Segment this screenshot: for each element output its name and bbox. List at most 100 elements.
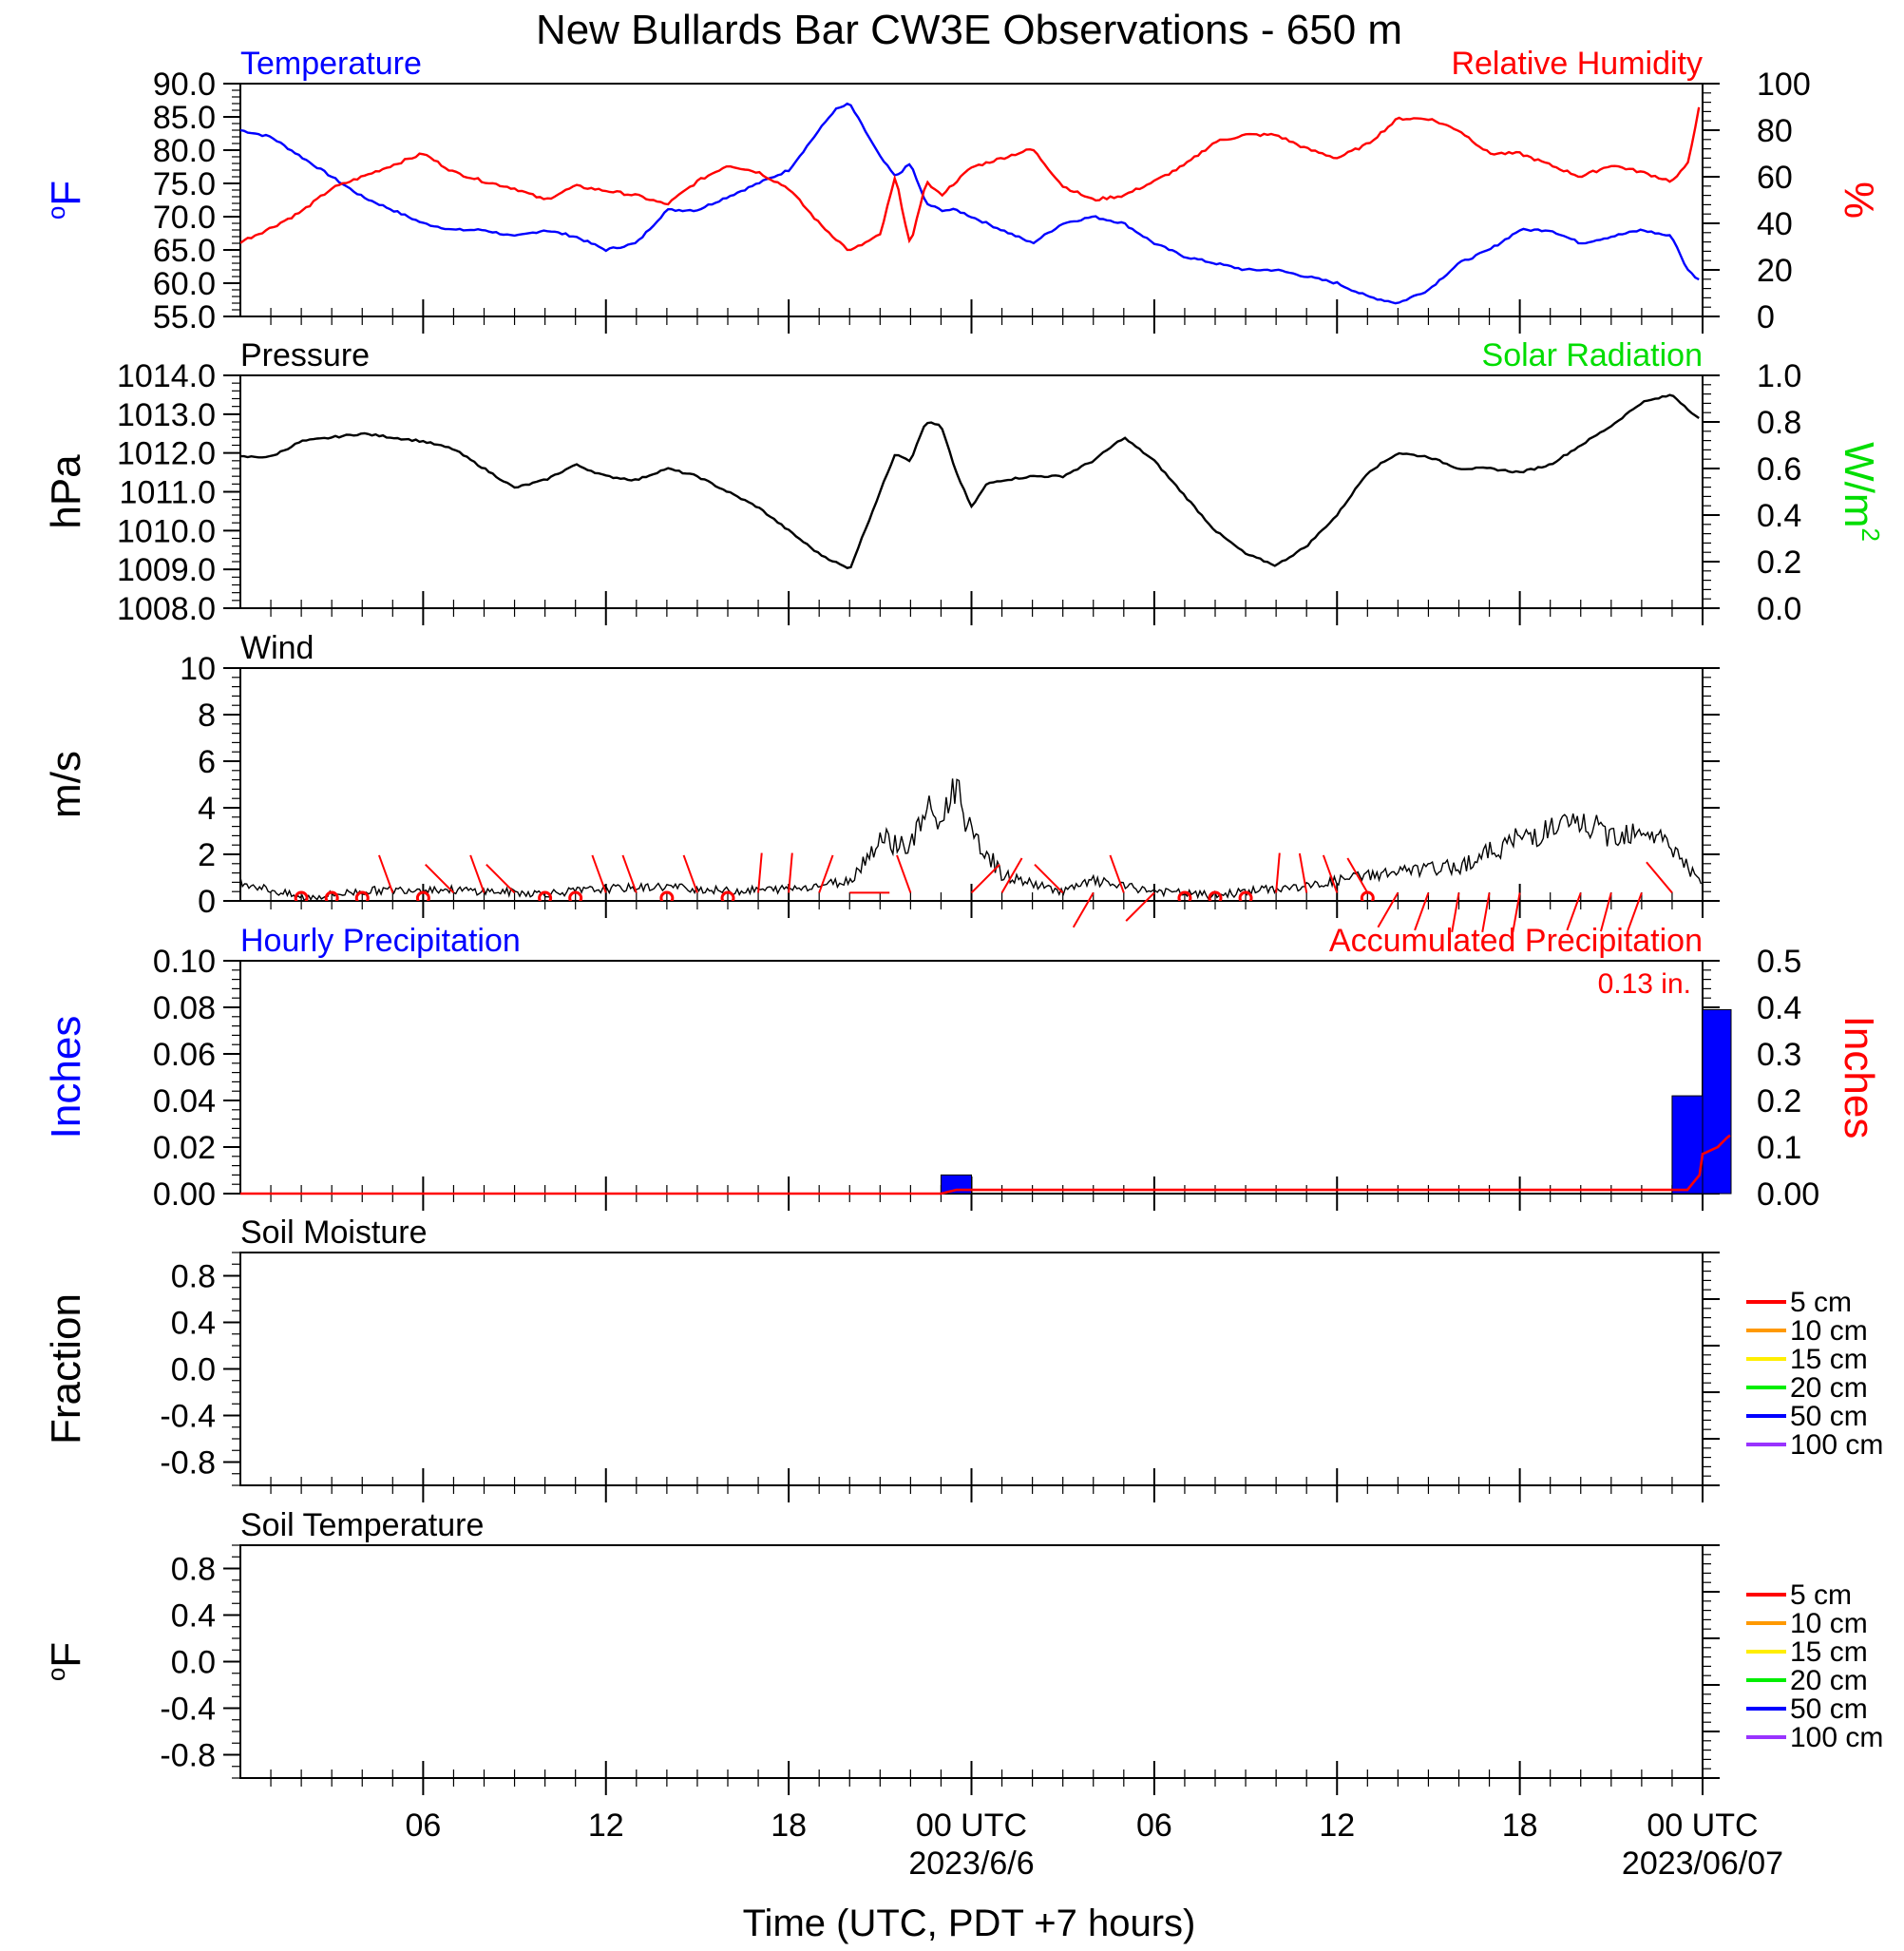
y-tick-label: 2: [198, 837, 216, 873]
panel-title-right: Relative Humidity: [1451, 46, 1703, 82]
legend-label: 10 cm: [1790, 1315, 1868, 1347]
panel-frame: [239, 1544, 1704, 1779]
y-tick-label: 70.0: [153, 200, 216, 236]
wind-barb: [818, 854, 834, 893]
x-tick-label: 00 UTC: [1647, 1808, 1758, 1844]
y2-tick-label: 20: [1757, 253, 1793, 289]
y2-tick-label: 80: [1757, 113, 1793, 149]
y2-tick-label: 0.6: [1757, 451, 1801, 488]
calm-wind-marker: [1238, 890, 1253, 901]
x-date-label: 2023/6/6: [908, 1846, 1034, 1882]
wind-barb: [621, 854, 638, 893]
y-tick-label: 1013.0: [117, 397, 216, 433]
series-line-relative-humidity: [240, 106, 1701, 252]
x-date-label: 2023/06/07: [1622, 1846, 1783, 1882]
x-axis-title: Time (UTC, PDT +7 hours): [743, 1903, 1196, 1944]
panel-title-left: Hourly Precipitation: [240, 923, 521, 959]
y-tick-label: 0.0: [171, 1645, 216, 1681]
y2-tick-label: 1.0: [1757, 358, 1801, 394]
legend-label: 50 cm: [1790, 1693, 1868, 1725]
y2-tick-label: 0.1: [1757, 1130, 1801, 1166]
x-tick-label: 12: [1319, 1808, 1355, 1844]
series-line-wind: [240, 778, 1703, 901]
panel-soil_moisture: 0.8 0.4 0.0 -0.4 -0.8 Soil Moisture Fraction 5 …: [43, 1215, 1883, 1502]
y-tick-label: -0.4: [160, 1692, 216, 1728]
y2-tick-label: 0.2: [1757, 545, 1801, 581]
y2-tick-label: 0.4: [1757, 498, 1801, 534]
y-axis-label: oF: [42, 181, 89, 220]
panel-title-left: Pressure: [240, 337, 370, 373]
x-tick-label: 18: [1502, 1808, 1538, 1844]
y-tick-label: 0.4: [171, 1306, 216, 1342]
calm-wind-marker: [294, 890, 309, 901]
wind-barb: [1566, 892, 1582, 931]
legend-label: 50 cm: [1790, 1401, 1868, 1432]
wind-barb: [425, 864, 455, 894]
panels: 90.085.080.075.070.065.060.055.010080604…: [42, 46, 1885, 1795]
y2-tick-label: 0.8: [1757, 405, 1801, 441]
y2-tick-label: 100: [1757, 67, 1811, 103]
y-tick-label: 1010.0: [117, 513, 216, 549]
y2-tick-label: 40: [1757, 206, 1793, 242]
wind-barb: [1125, 891, 1155, 922]
plot-area: [240, 102, 1701, 305]
legend-label: 10 cm: [1790, 1608, 1868, 1639]
wind-barb: [1481, 892, 1491, 932]
wind-barb: [1298, 852, 1308, 893]
panel-precipitation: 0.10 0.08 0.06 0.04 0.02 0.00 0.5 0.4 0.3 0.2 0.1 0…: [43, 923, 1882, 1213]
y-axis-label: hPa: [43, 454, 89, 529]
total-precip-label: 0.13 in.: [1598, 968, 1691, 1000]
panel-frame: [239, 374, 1704, 609]
legend-label: 5 cm: [1790, 1579, 1852, 1611]
calm-wind-marker: [659, 890, 675, 901]
wind-barb: [1034, 864, 1064, 894]
calm-wind-marker: [415, 890, 430, 901]
y2-tick-label: 0: [1757, 299, 1775, 335]
panel-wind: 10 8 6 4 2 0 Wind m/s: [43, 630, 1720, 932]
y2-tick-label: 0.00: [1757, 1176, 1819, 1213]
y-axis-label: m/s: [43, 751, 89, 818]
legend-label: 100 cm: [1790, 1429, 1883, 1461]
precip-bar: [1671, 1095, 1704, 1195]
y-tick-label: 0.02: [153, 1130, 216, 1166]
wind-barb: [1275, 852, 1281, 893]
y-tick-label: 55.0: [153, 299, 216, 335]
y-tick-label: 10: [180, 651, 216, 687]
panel-title-right: Solar Radiation: [1482, 337, 1703, 373]
panel-frame: [239, 1252, 1704, 1486]
legend-label: 100 cm: [1790, 1722, 1883, 1753]
wind-barb: [378, 854, 394, 893]
y-tick-label: 0.04: [153, 1083, 216, 1119]
wind-barb: [1072, 891, 1095, 928]
y-tick-label: 1012.0: [117, 436, 216, 472]
panel-title-left: Wind: [240, 630, 314, 666]
y-tick-label: 1009.0: [117, 552, 216, 588]
y-tick-label: 0.08: [153, 990, 216, 1026]
x-tick-label: 06: [1136, 1808, 1172, 1844]
y2-tick-label: 0.5: [1757, 944, 1801, 980]
y-tick-label: 65.0: [153, 233, 216, 269]
y-tick-label: 1008.0: [117, 591, 216, 627]
panel-frame: [239, 83, 1704, 317]
precip-bar: [1702, 1008, 1732, 1195]
y-tick-label: 0.4: [171, 1598, 216, 1635]
wind-barb: [1109, 854, 1125, 893]
y-tick-label: 6: [198, 744, 216, 780]
y-tick-label: 60.0: [153, 266, 216, 302]
panel-frame: [239, 667, 1704, 902]
legend-label: 15 cm: [1790, 1636, 1868, 1668]
wind-barb: [1646, 861, 1673, 894]
y-tick-label: 0.00: [153, 1176, 216, 1213]
panel-title-left: Temperature: [240, 46, 422, 82]
y-tick-label: 75.0: [153, 166, 216, 202]
y-axis-label: oF: [42, 1642, 89, 1681]
wind-barb: [1451, 892, 1460, 932]
calm-wind-marker: [324, 890, 339, 901]
series-line-pressure: [240, 393, 1700, 569]
y2-tick-label: 0.2: [1757, 1083, 1801, 1119]
y-tick-label: 1011.0: [120, 475, 216, 511]
calm-wind-marker: [1177, 890, 1192, 901]
